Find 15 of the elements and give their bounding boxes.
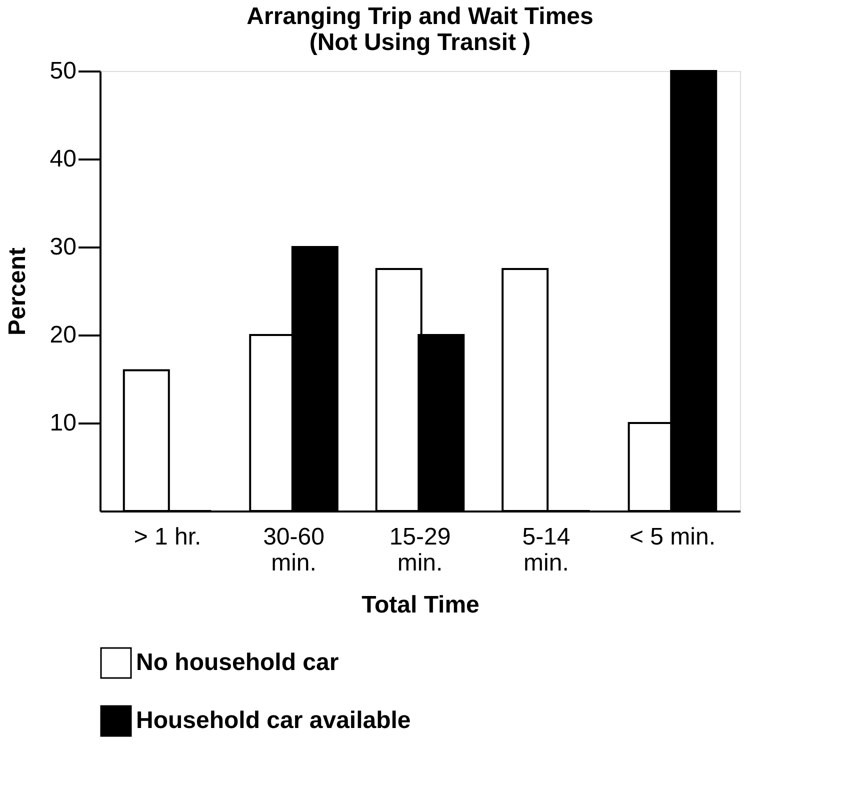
x-tick-label: > 1 hr.	[134, 524, 202, 550]
chart-title: Arranging Trip and Wait Times (Not Using Transit )	[246, 3, 594, 56]
y-tick-label: 30	[50, 234, 76, 260]
legend-label: No household car	[136, 649, 339, 676]
y-tick-label: 10	[50, 410, 76, 436]
y-axis-title: Percent	[4, 247, 31, 336]
y-tick-label: 20	[50, 322, 76, 348]
x-tick-label: 15-29 min.	[389, 524, 451, 576]
legend-label: Household car available	[136, 707, 411, 734]
y-tick-label: 50	[50, 58, 76, 84]
x-tick-label: < 5 min.	[629, 524, 716, 550]
x-tick-label: 30-60 min.	[263, 524, 324, 576]
x-axis-title: Total Time	[362, 592, 480, 618]
x-tick-label: 5-14 min.	[522, 524, 570, 576]
y-tick-label: 40	[50, 146, 76, 172]
